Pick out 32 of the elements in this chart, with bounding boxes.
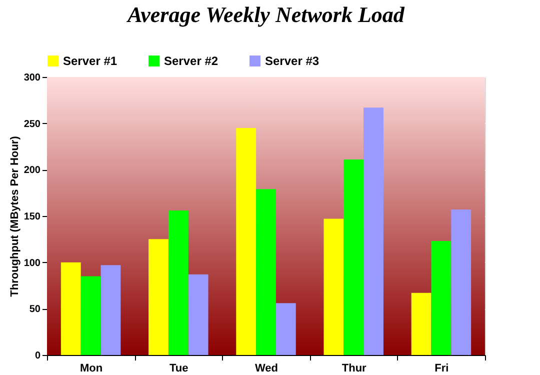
bar (324, 218, 344, 355)
y-tick-label: 0 (34, 350, 41, 362)
y-tick-label: 100 (24, 258, 41, 269)
y-tick-label: 50 (29, 304, 41, 316)
legend-label: Server #3 (265, 54, 320, 68)
bar (168, 210, 188, 355)
bar (344, 159, 364, 355)
bar (188, 274, 208, 355)
bar (451, 210, 472, 355)
y-axis-title: Throughput (MBytes Per Hour) (8, 136, 21, 297)
bar (100, 265, 121, 355)
y-tick-label: 200 (24, 165, 41, 176)
x-tick-label: Thur (342, 362, 368, 374)
x-tick-label: Fri (434, 362, 449, 374)
bar (148, 239, 168, 355)
bar (80, 276, 101, 355)
bar (431, 241, 452, 355)
bar (256, 189, 276, 355)
x-tick-label: Tue (170, 362, 188, 374)
y-tick-label: 250 (24, 118, 41, 130)
bar (364, 108, 384, 355)
bar (276, 303, 296, 355)
bar (411, 292, 432, 355)
x-tick-label: Wed (254, 362, 278, 374)
y-tick-label: 150 (24, 212, 41, 222)
bar (60, 262, 81, 355)
legend-label: Server #2 (164, 54, 218, 68)
y-tick-label: 300 (24, 72, 41, 84)
legend-label: Server #1 (63, 54, 118, 68)
bar (236, 128, 256, 355)
chart-title: Average Weekly Network Load (126, 2, 406, 27)
x-tick-label: Mon (80, 362, 103, 374)
